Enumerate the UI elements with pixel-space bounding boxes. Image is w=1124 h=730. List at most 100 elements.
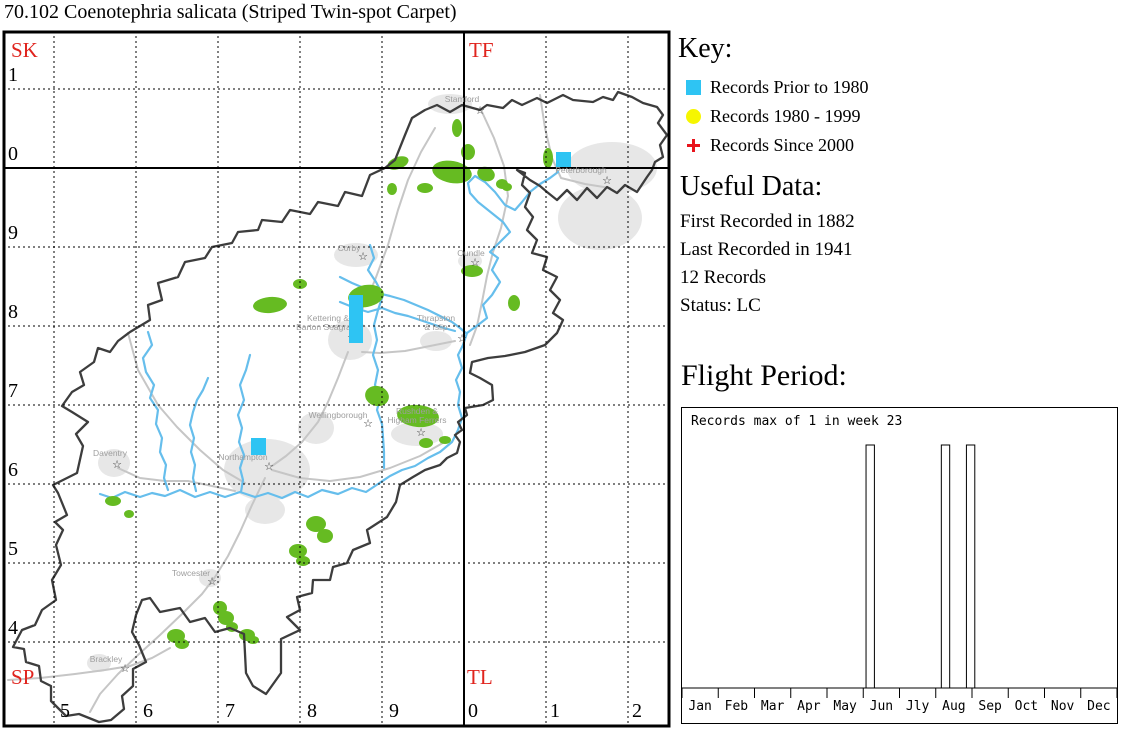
town-star-icon: ☆ [416, 426, 426, 439]
town-label: Rushden & [396, 406, 438, 416]
town-label: & Islip [424, 322, 447, 332]
town-star-icon: ☆ [120, 662, 130, 675]
map-frame [2, 30, 671, 728]
northing-label: 0 [8, 143, 18, 165]
square-marker-icon [686, 79, 701, 95]
easting-label: 5 [60, 700, 70, 722]
chart-frame [681, 407, 1118, 724]
woodland-patch [296, 556, 310, 566]
woodland-patch [439, 436, 451, 444]
woodland-patch [452, 119, 462, 137]
woodland-patch [419, 438, 433, 448]
flight-week-bar [865, 444, 875, 689]
urban-area [334, 243, 378, 267]
key-heading: Key: [678, 33, 733, 64]
woodland-patch [543, 148, 553, 168]
month-label: Oct [1015, 699, 1038, 714]
river-line [141, 330, 170, 492]
page-title: 70.102 Coenotephria salicata (Striped Tw… [4, 1, 457, 23]
town-label: Higham Ferrers [387, 415, 446, 425]
chart-note: Records max of 1 in week 23 [691, 414, 902, 429]
road-line [89, 477, 266, 713]
record-count-text: 12 Records [680, 267, 767, 288]
legend-item-since-2000: Records Since 2000 [686, 133, 854, 157]
month-label: Jan [688, 699, 711, 714]
woodland-patch [477, 166, 495, 182]
month-label: Nov [1051, 699, 1075, 714]
grid-letter-label: TF [469, 38, 494, 62]
town-label: Wellingborough [309, 410, 368, 420]
month-label: Apr [797, 699, 821, 714]
easting-label: 6 [143, 700, 153, 722]
legend-label: Records Since 2000 [710, 134, 854, 155]
river-line [465, 170, 560, 335]
woodland-patch [502, 183, 512, 191]
month-label: Aug [942, 699, 965, 714]
circle-marker-icon [686, 108, 701, 124]
town-star-icon: ☆ [475, 104, 485, 117]
woodland-patch [124, 510, 134, 518]
northing-label: 8 [8, 301, 18, 323]
woodland-patch [317, 529, 333, 543]
flight-week-bar [940, 444, 951, 689]
town-label: Thrapston [417, 313, 456, 323]
record-marker-pre-1980 [556, 152, 571, 167]
woodland-patch [218, 611, 234, 625]
easting-label: 7 [225, 700, 235, 722]
town-star-icon: ☆ [363, 417, 373, 430]
town-label: Peterborough [555, 165, 607, 175]
northing-label: 9 [8, 222, 18, 244]
useful-data-heading: Useful Data: [680, 171, 823, 202]
woodland-patch [253, 296, 287, 314]
town-label: Stamford [445, 94, 480, 104]
grid-letter-label: TL [467, 665, 493, 689]
urban-area [199, 569, 221, 587]
record-marker-pre-1980 [251, 438, 266, 455]
northing-label: 7 [8, 380, 18, 402]
town-label: Kettering & [307, 313, 349, 323]
month-label: Sep [978, 699, 1002, 714]
easting-label: 2 [632, 700, 642, 722]
easting-label: 8 [307, 700, 317, 722]
town-star-icon: ☆ [457, 332, 467, 345]
urban-area [245, 496, 285, 524]
legend-label: Records 1980 - 1999 [710, 105, 861, 126]
county-boundary [11, 90, 669, 724]
woodland-patch [387, 156, 409, 170]
town-label: Towcester [172, 568, 210, 578]
woodland-patch [387, 183, 397, 195]
woodland-patch [432, 160, 472, 184]
legend-item-1980-1999: Records 1980 - 1999 [686, 104, 860, 128]
month-label: Mar [761, 699, 785, 714]
woodland-patch [105, 496, 121, 506]
woodland-patch [289, 544, 307, 558]
northing-label: 5 [8, 538, 18, 560]
town-star-icon: ☆ [602, 174, 612, 187]
town-star-icon: ☆ [264, 460, 274, 473]
grid-letter-label: SP [11, 665, 34, 689]
road-line [271, 351, 349, 467]
urban-area [87, 654, 111, 672]
status-text: Status: LC [680, 295, 761, 316]
woodland-patch [365, 385, 389, 407]
woodland-patch [293, 279, 307, 289]
legend-label: Records Prior to 1980 [710, 76, 869, 97]
grid-letter-label: SK [11, 38, 38, 62]
northing-label: 1 [8, 64, 18, 86]
flight-period-heading: Flight Period: [681, 359, 847, 392]
easting-label: 9 [389, 700, 399, 722]
woodland-patch [397, 404, 439, 428]
month-label: Dec [1087, 699, 1110, 714]
road-line [127, 332, 246, 484]
flight-week-bar [965, 444, 976, 689]
easting-label: 1 [550, 700, 560, 722]
urban-area [558, 186, 642, 250]
town-star-icon: ☆ [207, 575, 217, 588]
river-line [366, 243, 386, 470]
last-recorded-text: Last Recorded in 1941 [680, 239, 853, 260]
town-label: Barton Seagrave [296, 322, 360, 332]
urban-area [428, 94, 472, 114]
month-label: Jun [870, 699, 893, 714]
